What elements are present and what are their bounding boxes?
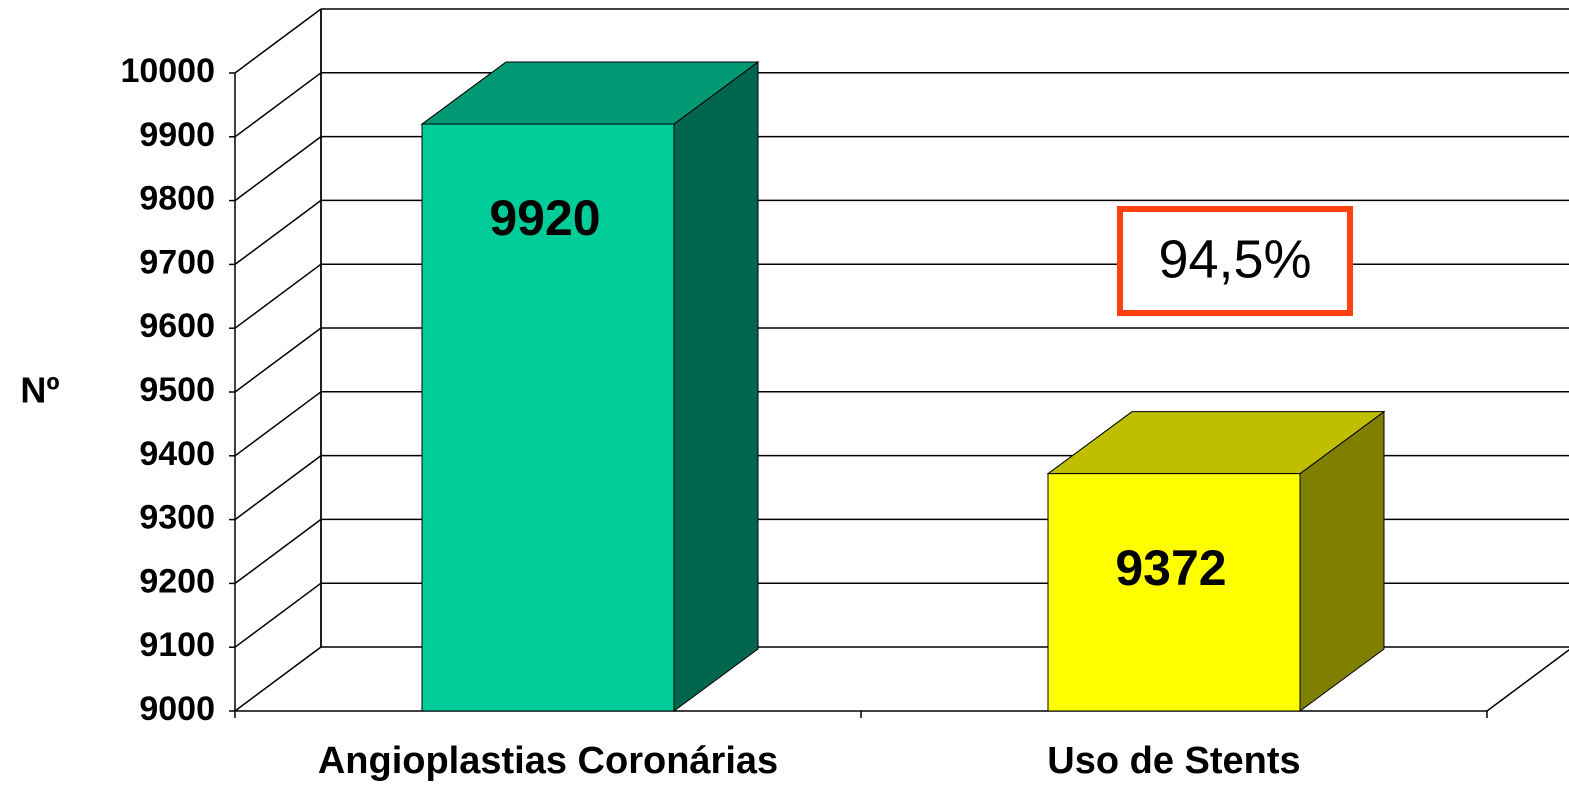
annotation: 94,5% xyxy=(1158,229,1311,289)
annotation-box xyxy=(1117,206,1353,316)
data-label: 9372 xyxy=(1115,540,1226,596)
grid-line xyxy=(234,327,322,393)
bar-side xyxy=(673,61,759,712)
grid-line xyxy=(234,518,322,585)
x-tick-label: Uso de Stents xyxy=(1047,740,1300,782)
grid-line xyxy=(234,263,322,329)
bar xyxy=(1046,410,1386,712)
data-label: 9920 xyxy=(489,190,600,246)
y-tick-label: 9100 xyxy=(139,626,215,664)
x-tick-label: Angioplastias Coronárias xyxy=(318,740,778,782)
grid-line xyxy=(234,8,322,74)
y-tick-label: 9700 xyxy=(139,243,215,281)
y-tick-label: 9500 xyxy=(139,371,215,409)
y-tick-label: 9800 xyxy=(139,180,215,218)
grid-line xyxy=(234,72,322,138)
grid-line xyxy=(234,454,322,521)
y-tick-label: 10000 xyxy=(120,52,215,90)
grid-line xyxy=(234,135,322,202)
y-axis-label: Nº xyxy=(20,370,59,411)
grid-line xyxy=(234,391,322,457)
bar-front xyxy=(1047,473,1301,712)
y-tick-label: 9300 xyxy=(139,499,215,537)
y-tick-label: 9000 xyxy=(139,690,215,728)
y-tick-label: 9200 xyxy=(139,562,215,600)
floor-right xyxy=(1486,649,1569,712)
bar-front xyxy=(421,123,675,712)
grid-line xyxy=(234,582,322,648)
y-tick-label: 9600 xyxy=(139,307,215,345)
y-tick-label: 9900 xyxy=(139,116,215,154)
grid-line xyxy=(234,199,322,266)
bar xyxy=(420,61,760,712)
grid-line xyxy=(234,646,322,712)
y-tick-label: 9400 xyxy=(139,435,215,473)
